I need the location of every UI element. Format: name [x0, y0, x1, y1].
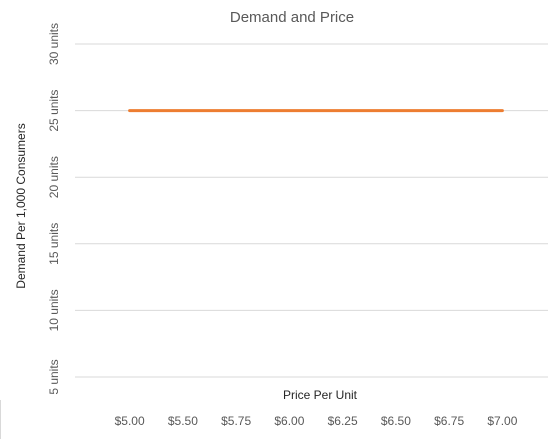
- y-tick-label: 30 units: [47, 23, 61, 65]
- x-axis-title: Price Per Unit: [283, 388, 358, 402]
- y-tick-label: 15 units: [47, 223, 61, 265]
- x-tick-label: $6.50: [381, 414, 411, 428]
- y-axis-title: Demand Per 1,000 Consumers: [14, 123, 28, 288]
- y-axis-tick-labels: 5 units 10 units 15 units 20 units 25 units 3…: [47, 23, 61, 395]
- x-tick-label: $5.00: [115, 414, 145, 428]
- x-tick-label: $6.00: [274, 414, 304, 428]
- x-tick-label: $5.50: [168, 414, 198, 428]
- x-axis-tick-labels: $5.00 $5.50 $5.75 $6.00 $6.25 $6.50 $6.75 $7.00: [115, 414, 518, 428]
- chart-frame-edge: [0, 400, 1, 439]
- chart-title: Demand and Price: [230, 9, 354, 26]
- x-tick-label: $7.00: [487, 414, 517, 428]
- y-tick-label: 25 units: [47, 90, 61, 132]
- x-tick-label: $5.75: [221, 414, 251, 428]
- y-tick-label: 5 units: [47, 359, 61, 394]
- x-tick-label: $6.75: [434, 414, 464, 428]
- gridlines: [75, 43, 548, 378]
- x-tick-label: $6.25: [328, 414, 358, 428]
- y-tick-label: 20 units: [47, 156, 61, 198]
- y-tick-label: 10 units: [47, 289, 61, 331]
